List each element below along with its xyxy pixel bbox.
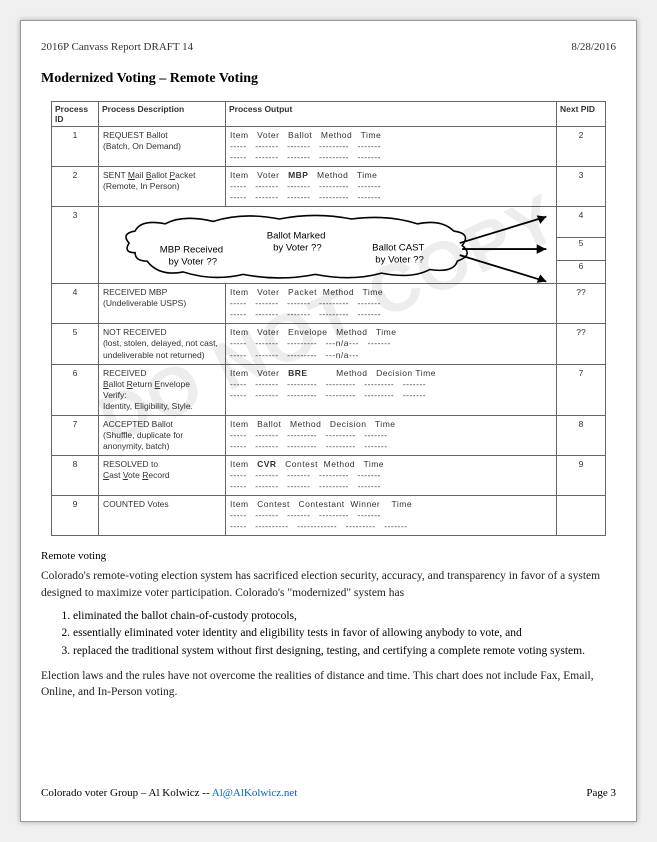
footer-left: Colorado voter Group – Al Kolwicz -- Al@… [41,787,297,799]
footer-email-link[interactable]: Al@AlKolwicz.net [212,787,298,799]
cloud-diagram: MBP Received by Voter ?? Ballot Marked b… [99,207,556,291]
cell-next: 3 [557,167,606,207]
page-header: 2016P Canvass Report DRAFT 14 8/28/2016 [41,41,616,53]
list-item: eliminated the ballot chain-of-custody p… [73,608,616,625]
header-right: 8/28/2016 [571,41,616,53]
cell-next: 9 [557,455,606,495]
header-left: 2016P Canvass Report DRAFT 14 [41,41,193,53]
table-row: 1 REQUEST Ballot(Batch, On Demand) Item … [52,127,606,167]
table-row: 7 ACCEPTED Ballot(Shuffle, duplicate for… [52,415,606,455]
document-page: 2016P Canvass Report DRAFT 14 8/28/2016 … [20,20,637,822]
cell-next: 4 [557,207,606,238]
cell-desc: ACCEPTED Ballot(Shuffle, duplicate for a… [99,415,226,455]
cell-id: 2 [52,167,99,207]
table-row: 5 NOT RECEIVED(lost, stolen, delayed, no… [52,324,606,364]
cell-output: Item Contest Contestant Winner Time ----… [226,496,557,536]
cell-id: 3 [52,207,99,284]
cell-output: Item Voter BRE Method Decision Time ----… [226,364,557,415]
cell-output: Item Voter Ballot Method Time ----- ----… [226,127,557,167]
cell-desc: REQUEST Ballot(Batch, On Demand) [99,127,226,167]
cell-next: 5 [557,238,606,261]
paragraph-2: Election laws and the rules have not ove… [41,668,616,701]
cloud-cell: MBP Received by Voter ?? Ballot Marked b… [99,207,557,284]
page-footer: Colorado voter Group – Al Kolwicz -- Al@… [41,787,616,799]
table-row: 6 RECEIVEDBallot Return EnvelopeVerify:I… [52,364,606,415]
cloud-text-mid: Ballot Marked by Voter ?? [267,231,328,254]
cloud-text-right: Ballot CAST by Voter ?? [372,243,427,266]
cell-next: 2 [557,127,606,167]
cell-desc: NOT RECEIVED(lost, stolen, delayed, not … [99,324,226,364]
list-item: essentially eliminated voter identity an… [73,625,616,642]
th-process-id: Process ID [52,102,99,127]
cell-desc: RESOLVED toCast Vote Record [99,455,226,495]
process-table: Process ID Process Description Process O… [51,101,606,536]
cell-id: 8 [52,455,99,495]
th-process-desc: Process Description [99,102,226,127]
cell-desc: RECEIVEDBallot Return EnvelopeVerify:Ide… [99,364,226,415]
table-row: 9 COUNTED Votes Item Contest Contestant … [52,496,606,536]
cloud-text-left: MBP Received by Voter ?? [160,245,226,268]
cell-next [557,496,606,536]
cell-desc: SENT Mail Ballot Packet(Remote, In Perso… [99,167,226,207]
cell-next: 8 [557,415,606,455]
arrow-line [460,255,547,281]
table-row: 2 SENT Mail Ballot Packet(Remote, In Per… [52,167,606,207]
footer-right: Page 3 [586,787,616,799]
table-row-cloud: 3 MBP Received by Voter ?? Ballot Marked… [52,207,606,238]
section-subhead: Remote voting [41,550,616,562]
cell-desc: COUNTED Votes [99,496,226,536]
th-next-pid: Next PID [557,102,606,127]
cell-id: 4 [52,284,99,324]
cell-output: Item Ballot Method Decision Time ----- -… [226,415,557,455]
table-header-row: Process ID Process Description Process O… [52,102,606,127]
cell-output: Item Voter MBP Method Time ----- -------… [226,167,557,207]
cell-next: 7 [557,364,606,415]
cell-output: Item Voter Envelope Method Time ----- --… [226,324,557,364]
paragraph-1: Colorado's remote-voting election system… [41,568,616,601]
cell-next: ?? [557,324,606,364]
cell-next: 6 [557,261,606,284]
list-item: replaced the traditional system without … [73,643,616,660]
cell-id: 9 [52,496,99,536]
table-row: 8 RESOLVED toCast Vote Record Item CVR C… [52,455,606,495]
cell-id: 5 [52,324,99,364]
arrow-head-icon [537,245,547,255]
cell-next: ?? [557,284,606,324]
page-title: Modernized Voting – Remote Voting [41,71,616,87]
cell-id: 7 [52,415,99,455]
cell-id: 1 [52,127,99,167]
arrow-line [460,217,547,243]
footer-prefix: Colorado voter Group – Al Kolwicz -- [41,787,212,799]
table-container: DO NOT COPY Process ID Process Descripti… [51,101,606,536]
th-process-output: Process Output [226,102,557,127]
cell-id: 6 [52,364,99,415]
body-list: eliminated the ballot chain-of-custody p… [41,608,616,660]
cell-output: Item CVR Contest Method Time ----- -----… [226,455,557,495]
